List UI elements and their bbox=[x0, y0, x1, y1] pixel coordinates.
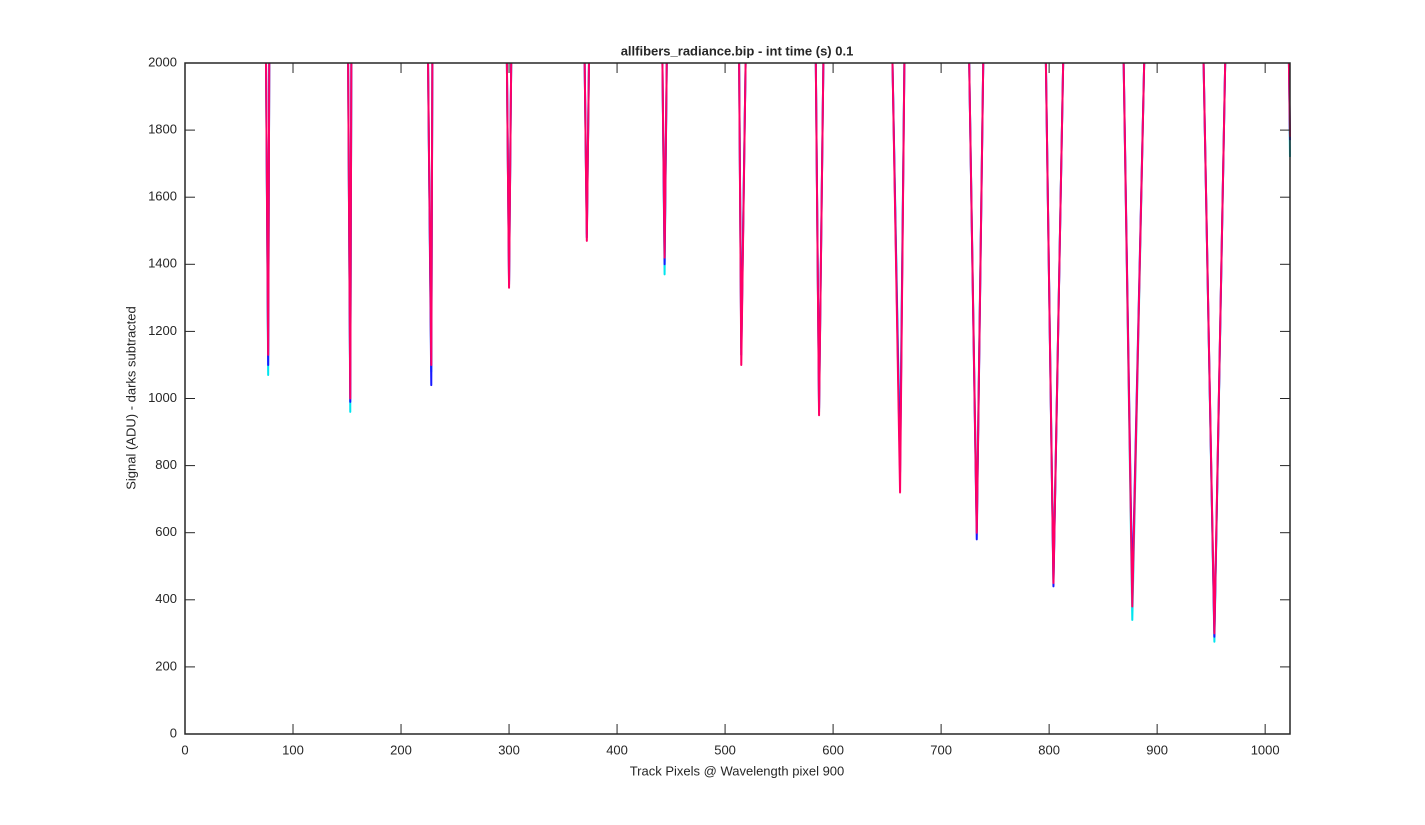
x-tick-label: 0 bbox=[181, 742, 188, 757]
plot-area bbox=[265, 62, 1291, 643]
x-tick-label: 100 bbox=[282, 742, 304, 757]
y-tick-label: 1600 bbox=[148, 189, 177, 204]
y-tick-label: 1400 bbox=[148, 256, 177, 271]
x-tick-label: 600 bbox=[822, 742, 844, 757]
series-line bbox=[265, 62, 1291, 635]
y-tick-label: 200 bbox=[155, 658, 177, 673]
x-tick-label: 400 bbox=[606, 742, 628, 757]
y-tick-label: 400 bbox=[155, 591, 177, 606]
x-tick-label: 700 bbox=[930, 742, 952, 757]
y-tick-label: 2000 bbox=[148, 54, 177, 69]
y-tick-label: 1200 bbox=[148, 323, 177, 338]
x-tick-label: 200 bbox=[390, 742, 412, 757]
y-axis-label: Signal (ADU) - darks subtracted bbox=[123, 306, 138, 490]
y-tick-label: 800 bbox=[155, 457, 177, 472]
x-tick-label: 500 bbox=[714, 742, 736, 757]
x-tick-label: 800 bbox=[1038, 742, 1060, 757]
chart-title: allfibers_radiance.bip - int time (s) 0.… bbox=[621, 43, 854, 58]
x-axis-label: Track Pixels @ Wavelength pixel 900 bbox=[630, 763, 845, 778]
y-tick-label: 1000 bbox=[148, 390, 177, 405]
x-tick-label: 300 bbox=[498, 742, 520, 757]
y-tick-label: 1800 bbox=[148, 122, 177, 137]
x-tick-label: 900 bbox=[1146, 742, 1168, 757]
y-tick-label: 600 bbox=[155, 524, 177, 539]
y-tick-label: 0 bbox=[170, 725, 177, 740]
x-tick-label: 1000 bbox=[1251, 742, 1280, 757]
